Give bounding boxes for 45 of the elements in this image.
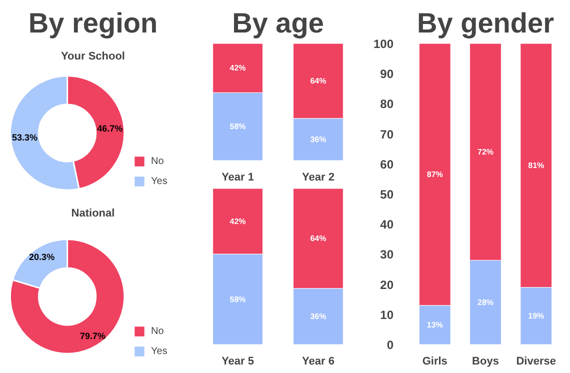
y-tick-label: 30 (380, 248, 394, 262)
data-label: 36% (310, 312, 326, 321)
y-tick-label: 10 (380, 308, 394, 322)
x-tick-label: Year 2 (302, 172, 334, 184)
chart-title: National (71, 208, 115, 220)
y-tick-label: 20 (380, 278, 394, 292)
x-tick-label: Year 1 (222, 172, 254, 184)
data-label: 79.7% (80, 330, 106, 341)
data-label: 64% (310, 76, 326, 86)
y-tick-label: 40 (380, 218, 394, 232)
y-tick-label: 50 (380, 188, 394, 202)
y-tick-label: 80 (380, 97, 394, 112)
data-label: 42% (230, 216, 246, 226)
data-label: 28% (477, 298, 494, 307)
x-tick-label: Year 6 (302, 356, 334, 368)
chart-subtitle: Your School (61, 50, 125, 62)
x-tick-label: Year 5 (222, 356, 254, 368)
data-label: 42% (230, 64, 246, 73)
chart-title: By gender (417, 8, 554, 38)
y-tick-label: 70 (380, 127, 394, 142)
data-label: 13% (426, 320, 443, 330)
y-tick-label: 0 (386, 338, 394, 352)
slice-label: No (151, 326, 165, 336)
data-label: 36% (310, 134, 326, 144)
data-label: 58% (230, 294, 246, 304)
chart-title: By region (28, 8, 158, 38)
data-label: 46.7% (97, 123, 123, 134)
x-tick-label: Diverse (516, 356, 556, 368)
y-tick-label: 100 (373, 37, 394, 51)
data-label: 58% (230, 122, 246, 132)
x-tick-label: Girls (422, 356, 448, 368)
legend-label: Yes (151, 346, 168, 356)
y-tick-label: 90 (380, 67, 394, 82)
data-label: 64% (310, 234, 326, 243)
data-label: 72% (477, 147, 494, 156)
x-tick-label: Boys (472, 356, 499, 368)
data-label: 20.3% (29, 252, 55, 262)
data-label: 81% (528, 160, 544, 170)
legend-label: Yes (151, 176, 168, 186)
data-label: 53.3% (12, 132, 38, 143)
y-tick-label: 60 (380, 157, 394, 172)
legend-label: No (151, 156, 165, 166)
data-label: 19% (528, 311, 544, 320)
chart-title: By age (232, 8, 324, 38)
data-label: 87% (426, 170, 443, 179)
